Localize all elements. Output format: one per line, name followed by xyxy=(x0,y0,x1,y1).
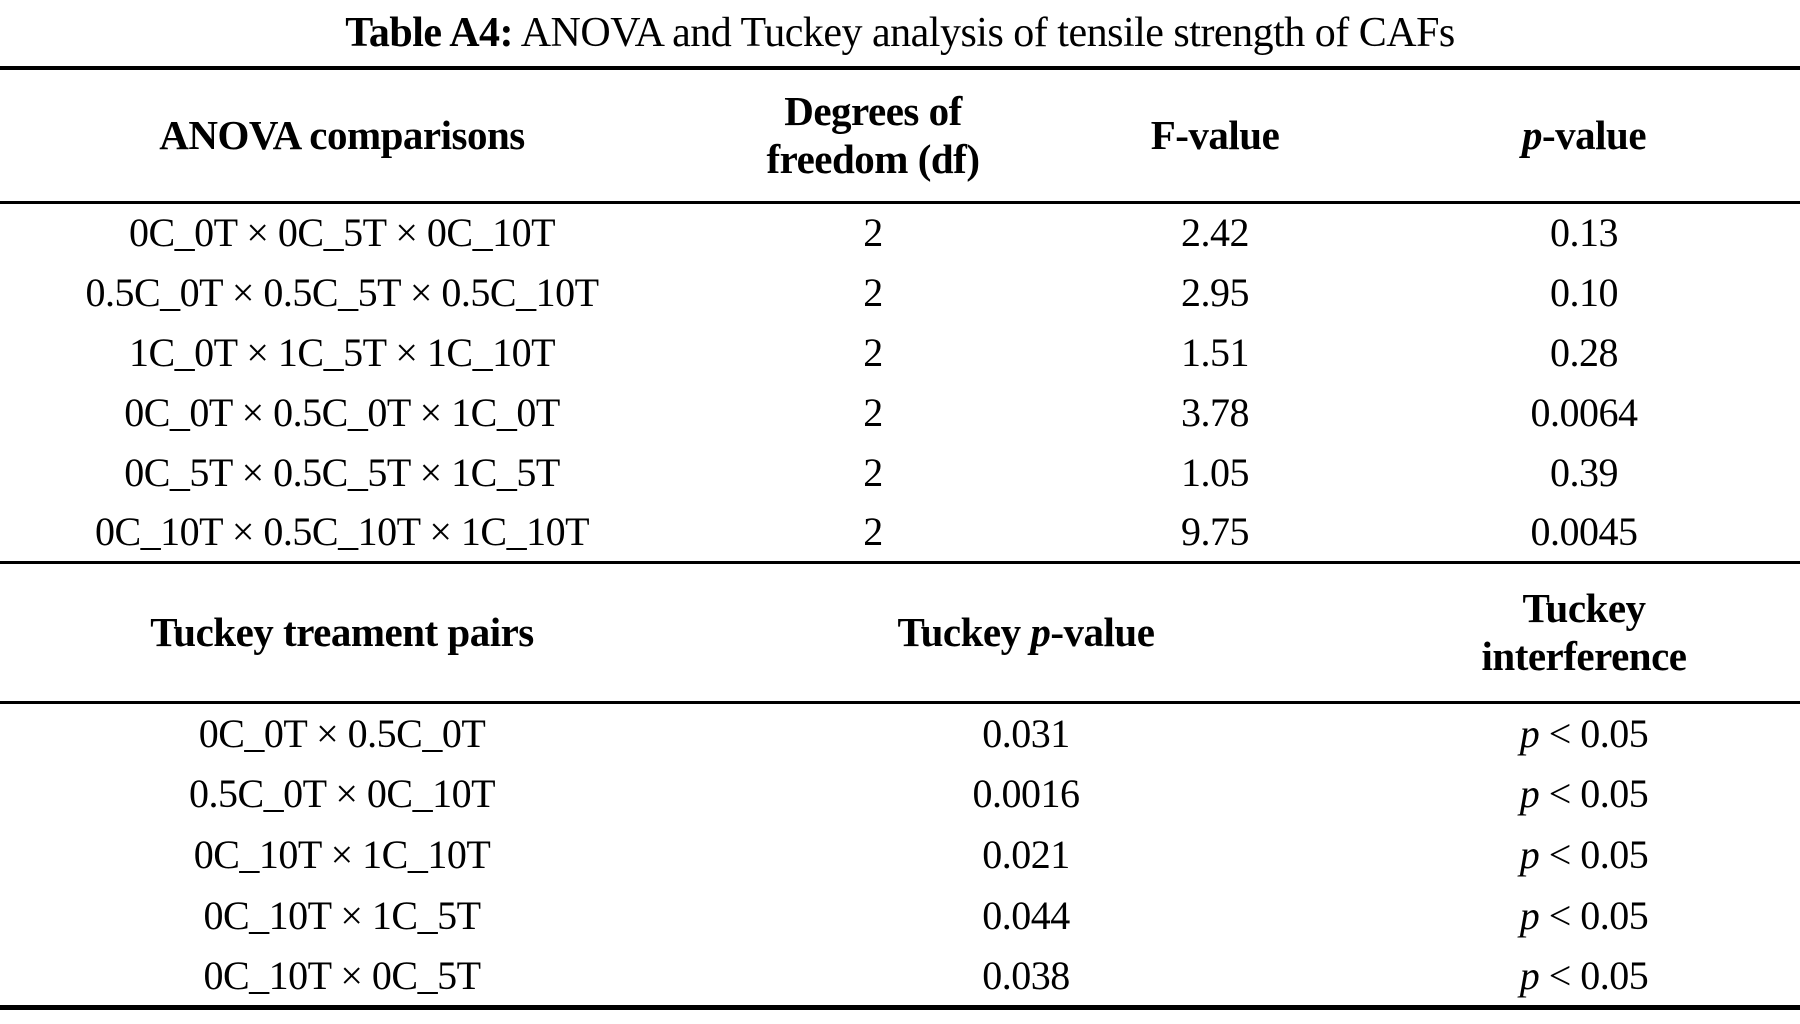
tuckey-pair: 0C_10T × 0C_5T xyxy=(203,952,481,998)
anova-row: 0C_5T × 0.5C_5T × 1C_5T 2 1.05 0.39 xyxy=(0,442,1800,502)
header-tuckey-pairs: Tuckey treament pairs xyxy=(150,608,534,655)
interference-p-symbol: p xyxy=(1519,893,1540,938)
tuckey-interference: p < 0.05 xyxy=(1368,702,1800,763)
table-caption-label: Table A4: xyxy=(345,10,514,56)
tuckey-pair: 0C_10T × 1C_10T xyxy=(193,832,491,877)
anova-row: 0.5C_0T × 0.5C_5T × 0.5C_10T 2 2.95 0.10 xyxy=(0,262,1800,322)
interference-threshold: < 0.05 xyxy=(1539,710,1649,756)
interference-threshold: < 0.05 xyxy=(1539,952,1649,998)
anova-row: 0C_0T × 0.5C_0T × 1C_0T 2 3.78 0.0064 xyxy=(0,382,1800,442)
header-p-symbol: p xyxy=(1521,112,1543,159)
anova-p-value: 0.13 xyxy=(1550,210,1619,256)
anova-f-value: 9.75 xyxy=(1181,508,1250,554)
anova-f-value: 1.05 xyxy=(1181,449,1250,495)
header-tuckey-p-prefix: Tuckey xyxy=(897,608,1031,655)
anova-comparison: 0C_5T × 0.5C_5T × 1C_5T xyxy=(124,449,560,495)
table-caption-text: ANOVA and Tuckey analysis of tensile str… xyxy=(513,10,1456,56)
interference-p-symbol: p xyxy=(1519,710,1540,756)
anova-p-value: 0.10 xyxy=(1550,269,1619,315)
tuckey-row: 0C_10T × 1C_10T 0.021 p < 0.05 xyxy=(0,824,1800,885)
table-caption: Table A4: ANOVA and Tuckey analysis of t… xyxy=(0,0,1800,66)
anova-df: 2 xyxy=(863,210,883,256)
header-degrees-of-freedom: Degrees of freedom (df) xyxy=(684,68,1062,202)
header-interference-line1: Tuckey xyxy=(1522,584,1646,631)
anova-f-value: 1.51 xyxy=(1181,329,1250,375)
header-df-line1: Degrees of xyxy=(784,87,962,134)
tuckey-interference: p < 0.05 xyxy=(1368,763,1800,824)
anova-comparison: 0C_0T × 0.5C_0T × 1C_0T xyxy=(124,389,560,435)
anova-header-row: ANOVA comparisons Degrees of freedom (df… xyxy=(0,68,1800,202)
anova-comparison: 0C_10T × 0.5C_10T × 1C_10T xyxy=(94,508,590,554)
tuckey-interference: p < 0.05 xyxy=(1368,824,1800,885)
anova-f-value: 3.78 xyxy=(1181,389,1250,435)
anova-comparison: 0.5C_0T × 0.5C_5T × 0.5C_10T xyxy=(85,269,599,315)
header-p-rest: -value xyxy=(1541,112,1647,159)
header-df-line2: freedom (df) xyxy=(766,136,980,183)
anova-row: 0C_10T × 0.5C_10T × 1C_10T 2 9.75 0.0045 xyxy=(0,502,1800,562)
tuckey-p-value: 0.038 xyxy=(982,952,1070,998)
anova-df: 2 xyxy=(863,508,883,554)
anova-tuckey-table: ANOVA comparisons Degrees of freedom (df… xyxy=(0,66,1800,1010)
interference-p-symbol: p xyxy=(1519,952,1540,998)
anova-comparison: 1C_0T × 1C_5T × 1C_10T xyxy=(128,329,556,375)
tuckey-p-value: 0.021 xyxy=(982,832,1070,877)
tuckey-row: 0C_10T × 1C_5T 0.044 p < 0.05 xyxy=(0,885,1800,946)
interference-p-symbol: p xyxy=(1519,771,1540,816)
header-tuckey-p-symbol: p xyxy=(1030,608,1051,655)
tuckey-pair: 0.5C_0T × 0C_10T xyxy=(188,771,496,816)
tuckey-row: 0.5C_0T × 0C_10T 0.0016 p < 0.05 xyxy=(0,763,1800,824)
tuckey-row: 0C_10T × 0C_5T 0.038 p < 0.05 xyxy=(0,946,1800,1007)
tuckey-row: 0C_0T × 0.5C_0T 0.031 p < 0.05 xyxy=(0,702,1800,763)
interference-threshold: < 0.05 xyxy=(1539,771,1649,816)
tuckey-header-row: Tuckey treament pairs Tuckey p-value Tuc… xyxy=(0,562,1800,702)
header-interference-line2: interference xyxy=(1481,633,1687,679)
tuckey-p-value: 0.044 xyxy=(982,893,1070,938)
anova-df: 2 xyxy=(863,389,883,435)
tuckey-pair: 0C_10T × 1C_5T xyxy=(203,893,481,938)
interference-p-symbol: p xyxy=(1519,832,1540,877)
header-f-value: F-value xyxy=(1150,112,1280,159)
anova-p-value: 0.39 xyxy=(1550,449,1619,495)
tuckey-p-value: 0.0016 xyxy=(972,771,1081,816)
anova-p-value: 0.28 xyxy=(1550,329,1619,375)
anova-p-value: 0.0045 xyxy=(1530,508,1639,554)
anova-df: 2 xyxy=(863,269,883,315)
header-anova-comparisons: ANOVA comparisons xyxy=(159,112,525,159)
tuckey-pair: 0C_0T × 0.5C_0T xyxy=(198,710,486,756)
anova-f-value: 2.42 xyxy=(1181,210,1250,256)
anova-df: 2 xyxy=(863,449,883,495)
anova-row: 1C_0T × 1C_5T × 1C_10T 2 1.51 0.28 xyxy=(0,322,1800,382)
anova-f-value: 2.95 xyxy=(1181,269,1250,315)
header-p-value: p-value xyxy=(1368,68,1800,202)
tuckey-interference: p < 0.05 xyxy=(1368,946,1800,1007)
header-tuckey-p-value: Tuckey p-value xyxy=(684,562,1368,702)
anova-p-value: 0.0064 xyxy=(1530,389,1639,435)
anova-row: 0C_0T × 0C_5T × 0C_10T 2 2.42 0.13 xyxy=(0,202,1800,262)
anova-comparison: 0C_0T × 0C_5T × 0C_10T xyxy=(128,210,556,256)
header-tuckey-p-rest: -value xyxy=(1050,608,1155,655)
anova-df: 2 xyxy=(863,329,883,375)
tuckey-interference: p < 0.05 xyxy=(1368,885,1800,946)
interference-threshold: < 0.05 xyxy=(1539,893,1649,938)
tuckey-p-value: 0.031 xyxy=(982,710,1070,756)
header-tuckey-interference: Tuckey interference xyxy=(1368,562,1800,702)
interference-threshold: < 0.05 xyxy=(1539,832,1649,877)
